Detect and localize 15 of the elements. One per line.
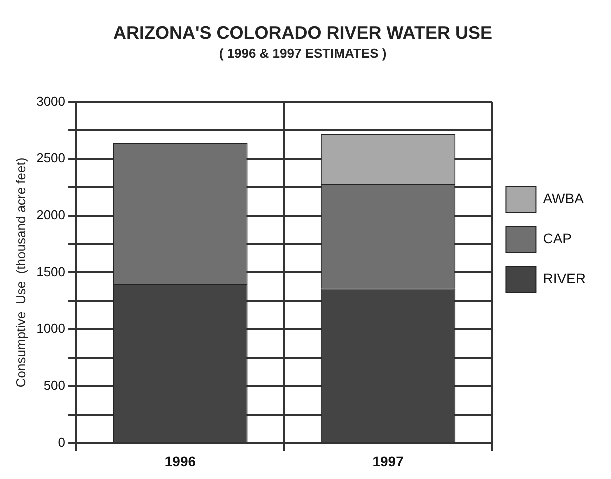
- chart-subtitle: ( 1996 & 1997 ESTIMATES ): [219, 46, 387, 61]
- y-tick-label: 3000: [36, 94, 66, 109]
- legend-label: CAP: [543, 230, 572, 246]
- y-tick-label: 2000: [36, 207, 66, 222]
- y-tick-label: 1500: [36, 264, 66, 280]
- legend-label: AWBA: [543, 190, 585, 206]
- legend-label: RIVER: [543, 270, 586, 286]
- y-tick-label: 0: [58, 434, 66, 450]
- y-tick-label: 1000: [36, 321, 66, 336]
- y-axis-title: Consumptive Use (thousand acre feet): [13, 158, 28, 388]
- x-tick-label: 1997: [372, 453, 404, 470]
- x-tick-label: 1996: [164, 453, 196, 470]
- chart-title: ARIZONA'S COLORADO RIVER WATER USE: [114, 22, 492, 43]
- y-tick-label: 500: [44, 378, 66, 393]
- y-tick-label: 2500: [36, 150, 66, 166]
